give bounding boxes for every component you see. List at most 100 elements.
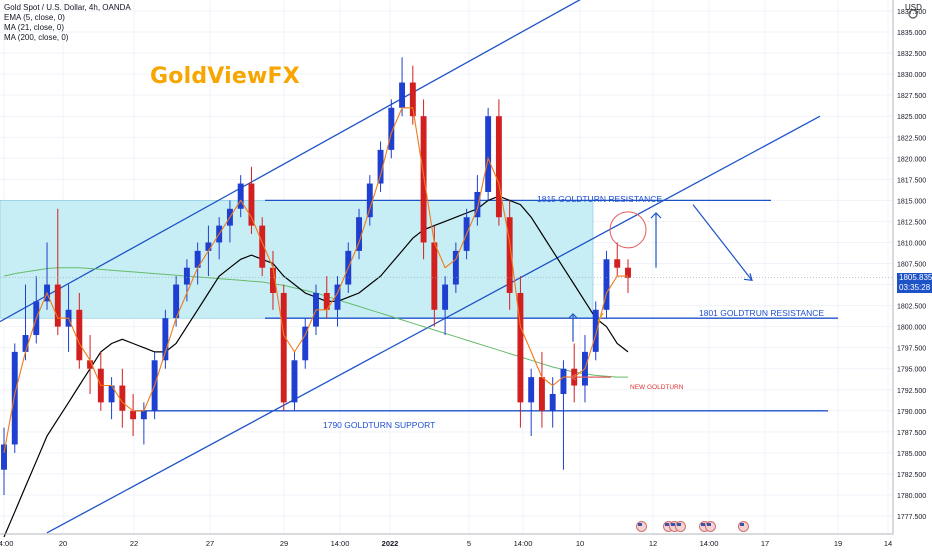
candle-body[interactable] (291, 360, 298, 403)
time-tick-label: 5 (467, 539, 471, 548)
candle-body[interactable] (485, 116, 492, 192)
candle-body[interactable] (22, 335, 29, 352)
price-tick-label: 1807.500 (897, 262, 926, 269)
candle-body[interactable] (431, 242, 438, 310)
target-circle[interactable] (609, 211, 647, 249)
candle-body[interactable] (474, 191, 481, 218)
price-tick-label: 1797.500 (897, 346, 926, 353)
channel-upper-line[interactable] (0, 0, 590, 323)
candle-body[interactable] (409, 82, 416, 117)
brand-watermark: GoldViewFX (150, 64, 300, 89)
time-tick-label: 2022 (382, 539, 399, 548)
time-tick-label: 12 (649, 539, 657, 548)
candle-body[interactable] (1, 444, 7, 470)
candle-body[interactable] (76, 309, 83, 361)
candle-body[interactable] (517, 292, 524, 403)
candle-body[interactable] (302, 326, 309, 361)
candle-body[interactable] (119, 385, 126, 411)
touch-marker (597, 312, 604, 322)
red-arrow-head (569, 373, 577, 381)
time-tick-label: 14:00 (331, 539, 350, 548)
gear-icon[interactable] (908, 9, 918, 19)
candle-body[interactable] (506, 217, 513, 293)
price-tick-label: 1790.000 (897, 409, 926, 416)
time-tick-label: 19 (834, 539, 842, 548)
candle-body[interactable] (248, 183, 255, 226)
candle-body[interactable] (377, 149, 384, 184)
price-tick-label: 1827.500 (897, 93, 926, 100)
candle-body[interactable] (528, 377, 535, 403)
candle-body[interactable] (130, 410, 137, 420)
time-tick-label: 10 (576, 539, 584, 548)
candle-body[interactable] (323, 292, 330, 310)
candle-body[interactable] (237, 183, 244, 209)
candle-body[interactable] (259, 225, 266, 268)
candle-body[interactable] (173, 284, 180, 319)
candle-body[interactable] (549, 393, 556, 411)
candle-body[interactable] (140, 410, 147, 420)
time-tick-label: 14:00 (514, 539, 533, 548)
resistance-zone (0, 200, 594, 319)
candle-body[interactable] (614, 259, 621, 268)
time-tick-label: 14 (884, 539, 892, 548)
time-tick-label: 14:00 (700, 539, 719, 548)
price-tick-label: 1817.500 (897, 177, 926, 184)
us-flag-icon[interactable] (636, 521, 647, 532)
candle-body[interactable] (495, 116, 502, 218)
candle-body[interactable] (560, 368, 567, 394)
candle-body[interactable] (194, 250, 201, 268)
candle-body[interactable] (11, 351, 18, 445)
last-price-tag: 1805.835 03:35:28 (897, 273, 932, 293)
candle-body[interactable] (388, 107, 395, 150)
up-arrow-head (650, 212, 662, 219)
candle-body[interactable] (183, 267, 190, 285)
price-tick-label: 1802.500 (897, 304, 926, 311)
candle-body[interactable] (538, 377, 545, 411)
candle-body[interactable] (442, 284, 449, 310)
candle-body[interactable] (54, 284, 61, 327)
label-1790-support: 1790 GOLDTURN SUPPORT (323, 420, 436, 430)
time-tick-label: 22 (130, 539, 138, 548)
candle-body[interactable] (625, 267, 631, 278)
currency-label: USD (905, 3, 922, 12)
candle-body[interactable] (603, 259, 610, 310)
candle-body[interactable] (420, 116, 427, 243)
price-tick-label: 1792.500 (897, 388, 926, 395)
price-tick-label: 1795.000 (897, 367, 926, 374)
price-tick-label: 1835.000 (897, 30, 926, 37)
us-flag-icon[interactable] (738, 521, 749, 532)
candle-body[interactable] (592, 309, 599, 352)
time-tick-label: 29 (280, 539, 288, 548)
price-tick-label: 1800.000 (897, 325, 926, 332)
candle-body[interactable] (270, 267, 276, 293)
candle-body[interactable] (205, 242, 212, 251)
down-arrow-shaft (692, 204, 753, 281)
us-flag-icon[interactable] (705, 521, 716, 532)
time-tick-label: 27 (206, 539, 214, 548)
price-tick-label: 1787.500 (897, 430, 926, 437)
time-tick-label: 14:00 (0, 539, 13, 548)
price-tick-label: 1780.000 (897, 493, 926, 500)
candle-body[interactable] (87, 360, 94, 369)
candle-body[interactable] (334, 284, 341, 310)
price-tick-label: 1825.000 (897, 114, 926, 121)
channel-lower-line[interactable] (46, 115, 821, 534)
candle-body[interactable] (108, 385, 115, 403)
candle-body[interactable] (366, 183, 373, 218)
down-arrow-head (743, 273, 753, 282)
candle-body[interactable] (280, 292, 287, 403)
candle-body[interactable] (452, 250, 459, 285)
candle-body[interactable] (162, 318, 169, 361)
price-tick-label: 1815.000 (897, 198, 926, 205)
legend-symbol: Gold Spot / U.S. Dollar, 4h, OANDA (4, 3, 131, 12)
legend: Gold Spot / U.S. Dollar, 4h, OANDA EMA (… (4, 3, 131, 43)
time-tick-label: 17 (761, 539, 769, 548)
us-flag-icon[interactable] (675, 521, 686, 532)
candle-body[interactable] (399, 82, 406, 108)
candle-body[interactable] (356, 217, 362, 251)
label-new-goldturn: NEW GOLDTURN (630, 384, 684, 391)
time-tick-label: 20 (59, 539, 67, 548)
legend-ma21: MA (21, close, 0) (4, 23, 65, 32)
